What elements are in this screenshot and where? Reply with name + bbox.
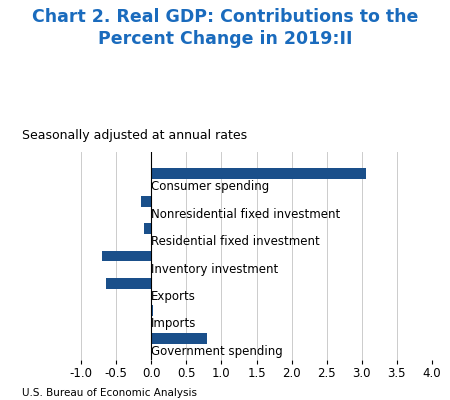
Text: Inventory investment: Inventory investment [151, 262, 279, 276]
Bar [144, 223, 151, 234]
Bar [141, 196, 151, 207]
Text: Nonresidential fixed investment: Nonresidential fixed investment [151, 208, 341, 221]
Text: Exports: Exports [151, 290, 196, 303]
Text: Seasonally adjusted at annual rates: Seasonally adjusted at annual rates [22, 129, 248, 142]
Bar [106, 278, 151, 289]
Text: Chart 2. Real GDP: Contributions to the
Percent Change in 2019:II: Chart 2. Real GDP: Contributions to the … [32, 8, 418, 48]
Text: Residential fixed investment: Residential fixed investment [151, 235, 320, 248]
Bar [102, 250, 151, 262]
Bar [151, 305, 153, 316]
Text: Imports: Imports [151, 317, 197, 330]
Text: Government spending: Government spending [151, 345, 283, 358]
Bar [151, 168, 366, 179]
Text: U.S. Bureau of Economic Analysis: U.S. Bureau of Economic Analysis [22, 388, 198, 398]
Bar [151, 333, 207, 344]
Text: Consumer spending: Consumer spending [151, 180, 270, 194]
